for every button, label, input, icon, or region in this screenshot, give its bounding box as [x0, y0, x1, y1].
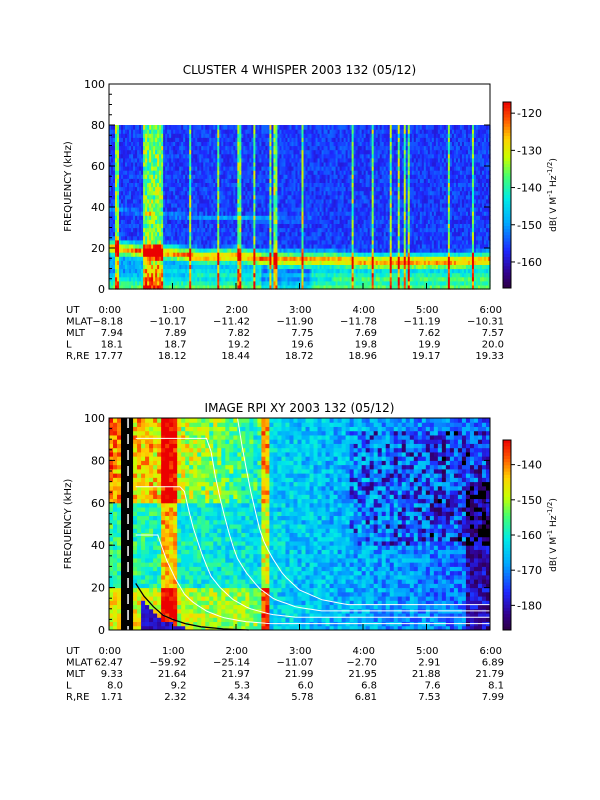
- spectrogram-figure: CLUSTER 4 WHISPER 2003 132 (05/12)020406…: [0, 0, 600, 800]
- heatmap-cells: [109, 125, 491, 290]
- chart-panel-1: CLUSTER 4 WHISPER 2003 132 (05/12)020406…: [63, 63, 559, 362]
- chart-title: CLUSTER 4 WHISPER 2003 132 (05/12): [183, 63, 416, 77]
